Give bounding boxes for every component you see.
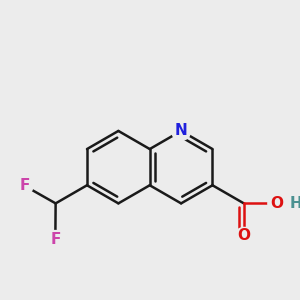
Circle shape <box>172 122 190 140</box>
Text: O: O <box>270 196 283 211</box>
Text: F: F <box>20 178 30 193</box>
Circle shape <box>268 195 285 212</box>
Circle shape <box>288 195 300 212</box>
Text: H: H <box>290 196 300 211</box>
Text: N: N <box>175 123 188 138</box>
Text: F: F <box>50 232 61 247</box>
Circle shape <box>235 227 252 244</box>
Circle shape <box>16 177 33 194</box>
Text: O: O <box>237 229 250 244</box>
Circle shape <box>47 230 64 248</box>
